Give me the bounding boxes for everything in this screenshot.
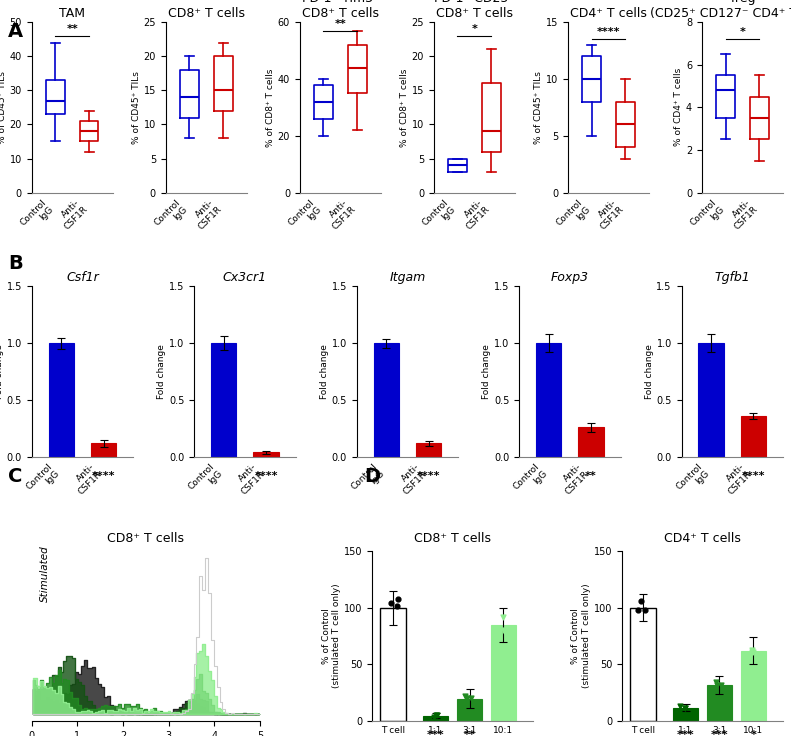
Title: PD-1⁺ Tim3⁺
CD8⁺ T cells: PD-1⁺ Tim3⁺ CD8⁺ T cells (301, 0, 379, 20)
Point (638, 604, 651, 616)
Bar (698, 343, 724, 457)
Point (458, 690, 471, 702)
Bar (373, 343, 399, 457)
Text: ****: **** (417, 470, 441, 481)
Bar (706, 685, 732, 721)
Y-axis label: % of CD45⁺ TILs: % of CD45⁺ TILs (131, 71, 141, 144)
Text: ***: *** (427, 730, 445, 736)
Title: CD4⁺ T cells: CD4⁺ T cells (570, 7, 647, 20)
Y-axis label: % of CD4⁺ T cells: % of CD4⁺ T cells (674, 68, 683, 146)
Text: ****: **** (596, 27, 620, 38)
Bar (457, 698, 483, 721)
Bar (380, 608, 406, 721)
Point (498, 625, 511, 637)
Point (745, 645, 758, 657)
Point (430, 710, 443, 721)
Title: Tgfb1: Tgfb1 (714, 271, 750, 284)
Point (391, 600, 403, 612)
Point (384, 597, 397, 609)
Y-axis label: Fold change: Fold change (483, 344, 491, 399)
Bar (490, 625, 517, 721)
Point (715, 679, 728, 691)
Text: ****: **** (742, 470, 765, 481)
Text: B: B (8, 254, 23, 273)
Text: A: A (8, 22, 23, 41)
Title: CD8⁺ T cells: CD8⁺ T cells (414, 532, 491, 545)
Title: TAM: TAM (59, 7, 85, 20)
Bar (211, 343, 237, 457)
Text: *: * (751, 730, 756, 736)
Y-axis label: % of Control
(stimulated T cell only): % of Control (stimulated T cell only) (322, 584, 341, 688)
Text: D: D (364, 467, 380, 486)
Point (632, 604, 645, 615)
Title: CD8⁺ T cells: CD8⁺ T cells (168, 7, 244, 20)
Text: *: * (740, 27, 745, 38)
Point (747, 646, 759, 658)
Bar (578, 428, 604, 457)
Point (679, 702, 691, 714)
Title: Foxp3: Foxp3 (551, 271, 589, 284)
Bar (423, 715, 448, 721)
Bar (630, 608, 656, 721)
Point (461, 692, 474, 704)
Y-axis label: % of Control
(stimulated T cell only): % of Control (stimulated T cell only) (571, 584, 591, 688)
Y-axis label: Fold change: Fold change (645, 344, 653, 399)
Text: Stimulated: Stimulated (40, 545, 50, 603)
Y-axis label: % of CD8⁺ T cells: % of CD8⁺ T cells (266, 68, 274, 146)
Point (710, 676, 722, 688)
Bar (536, 343, 562, 457)
Title: Cx3cr1: Cx3cr1 (223, 271, 267, 284)
Text: C: C (8, 467, 22, 486)
Bar (91, 443, 116, 457)
Title: Treg
(CD25⁺ CD127⁻ CD4⁺ T cells): Treg (CD25⁺ CD127⁻ CD4⁺ T cells) (650, 0, 791, 20)
Y-axis label: % of CD45⁺ TILs: % of CD45⁺ TILs (0, 71, 7, 144)
Bar (48, 343, 74, 457)
Y-axis label: % of CD45⁺ TILs: % of CD45⁺ TILs (534, 71, 543, 144)
Bar (741, 416, 766, 457)
Y-axis label: Fold change: Fold change (320, 344, 329, 399)
Title: PD-1⁺ CD25⁺
CD8⁺ T cells: PD-1⁺ CD25⁺ CD8⁺ T cells (434, 0, 515, 20)
Y-axis label: Fold change: Fold change (0, 344, 4, 399)
Text: **: ** (464, 730, 475, 736)
Point (428, 711, 441, 723)
Bar (253, 453, 278, 457)
Point (498, 623, 510, 635)
Text: *: * (471, 24, 477, 34)
Bar (740, 651, 766, 721)
Title: Itgam: Itgam (389, 271, 426, 284)
Bar (673, 707, 698, 721)
Point (392, 592, 404, 604)
Point (634, 595, 647, 606)
Point (430, 709, 442, 721)
Text: ***: *** (676, 730, 694, 736)
Point (745, 647, 758, 659)
Point (464, 692, 477, 704)
Text: ****: **** (92, 470, 115, 481)
Text: ***: *** (710, 730, 729, 736)
Title: Csf1r: Csf1r (66, 271, 99, 284)
Point (679, 702, 692, 714)
Text: **: ** (66, 24, 78, 34)
Point (674, 700, 687, 712)
Text: **: ** (335, 19, 346, 29)
Point (497, 611, 509, 623)
Y-axis label: Fold change: Fold change (157, 344, 166, 399)
Title: CD8⁺ T cells: CD8⁺ T cells (108, 532, 184, 545)
Point (710, 679, 723, 691)
Text: **: ** (585, 470, 597, 481)
Text: ****: **** (254, 470, 278, 481)
Bar (416, 443, 441, 457)
Title: CD4⁺ T cells: CD4⁺ T cells (664, 532, 741, 545)
Y-axis label: % of CD8⁺ T cells: % of CD8⁺ T cells (399, 68, 409, 146)
